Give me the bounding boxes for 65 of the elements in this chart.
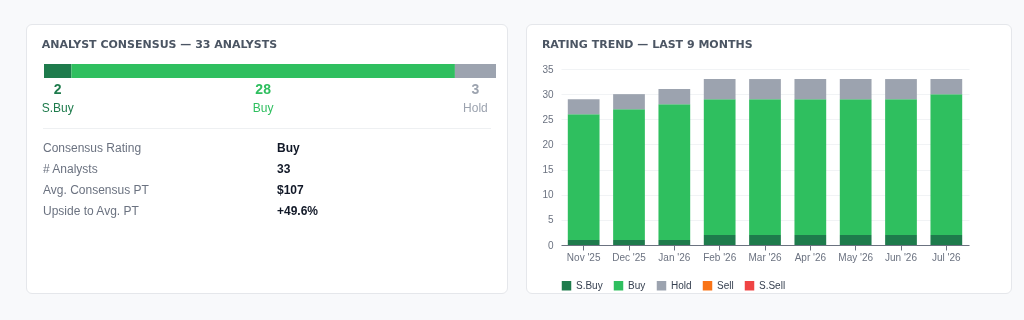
- x-tick-label: May '26: [838, 251, 874, 263]
- bar: [613, 239, 645, 245]
- chart-title: RATING TREND — LAST 9 MONTHS: [541, 38, 753, 51]
- text: 33: [277, 162, 292, 176]
- bar: [567, 99, 600, 115]
- series-label: Buy: [252, 101, 274, 115]
- x-tick-label: Feb '26: [703, 251, 737, 263]
- y-tick-label: 5: [547, 214, 554, 226]
- bar: [749, 79, 781, 100]
- bar: [658, 104, 691, 240]
- text: Buy: [277, 141, 301, 155]
- bar: [658, 89, 691, 105]
- series-label: Hold: [463, 101, 488, 115]
- text: Avg. Consensus PT: [43, 183, 150, 197]
- chart-title: ANALYST CONSENSUS — 33 ANALYSTS: [41, 38, 278, 51]
- y-tick-label: 15: [542, 164, 554, 176]
- bar: [794, 234, 827, 245]
- data-label: 28: [255, 81, 272, 97]
- text: # Analysts: [43, 162, 99, 176]
- bar: [658, 239, 691, 245]
- x-tick-label: Jul '26: [932, 251, 962, 263]
- legend-label: Sell: [717, 279, 734, 291]
- bar: [567, 114, 600, 240]
- x-tick-label: Mar '26: [748, 251, 782, 263]
- legend-label: Hold: [671, 279, 692, 291]
- bar: [749, 99, 781, 235]
- bar: [613, 94, 645, 110]
- text: Consensus Rating: [43, 141, 143, 155]
- bar: [749, 234, 781, 245]
- legend-label: Buy: [628, 279, 646, 291]
- x-tick-label: Apr '26: [794, 251, 827, 263]
- data-label: 2: [53, 81, 62, 97]
- y-tick-label: 35: [542, 63, 554, 75]
- x-tick-label: Jan '26: [658, 251, 691, 263]
- y-tick-label: 20: [542, 138, 554, 150]
- bar: [885, 79, 917, 100]
- x-tick-label: Dec '25: [612, 251, 647, 263]
- bar: [703, 99, 736, 235]
- bar: [839, 99, 872, 235]
- x-tick-label: Jun '26: [885, 251, 918, 263]
- bar: [930, 234, 963, 245]
- legend-label: S.Sell: [759, 279, 786, 291]
- y-tick-label: 0: [547, 239, 554, 251]
- bar: [839, 79, 872, 100]
- bar: [930, 79, 963, 95]
- text: $107: [277, 183, 305, 197]
- y-tick-label: 30: [542, 88, 554, 100]
- bar: [794, 99, 827, 235]
- text: Upside to Avg. PT: [43, 204, 140, 218]
- bar: [703, 234, 736, 245]
- bar: [930, 94, 963, 235]
- bar: [885, 234, 917, 245]
- y-tick-label: 25: [542, 113, 554, 125]
- bar: [794, 79, 827, 100]
- bar: [613, 109, 645, 240]
- data-label: 3: [471, 81, 480, 97]
- series-label: S.Buy: [41, 101, 74, 115]
- x-tick-label: Nov '25: [566, 251, 601, 263]
- bar: [703, 79, 736, 100]
- bar: [839, 234, 872, 245]
- bar: [885, 99, 917, 235]
- y-tick-label: 10: [542, 189, 554, 201]
- text: +49.6%: [277, 204, 320, 218]
- legend-label: S.Buy: [576, 279, 603, 291]
- bar: [567, 239, 600, 245]
